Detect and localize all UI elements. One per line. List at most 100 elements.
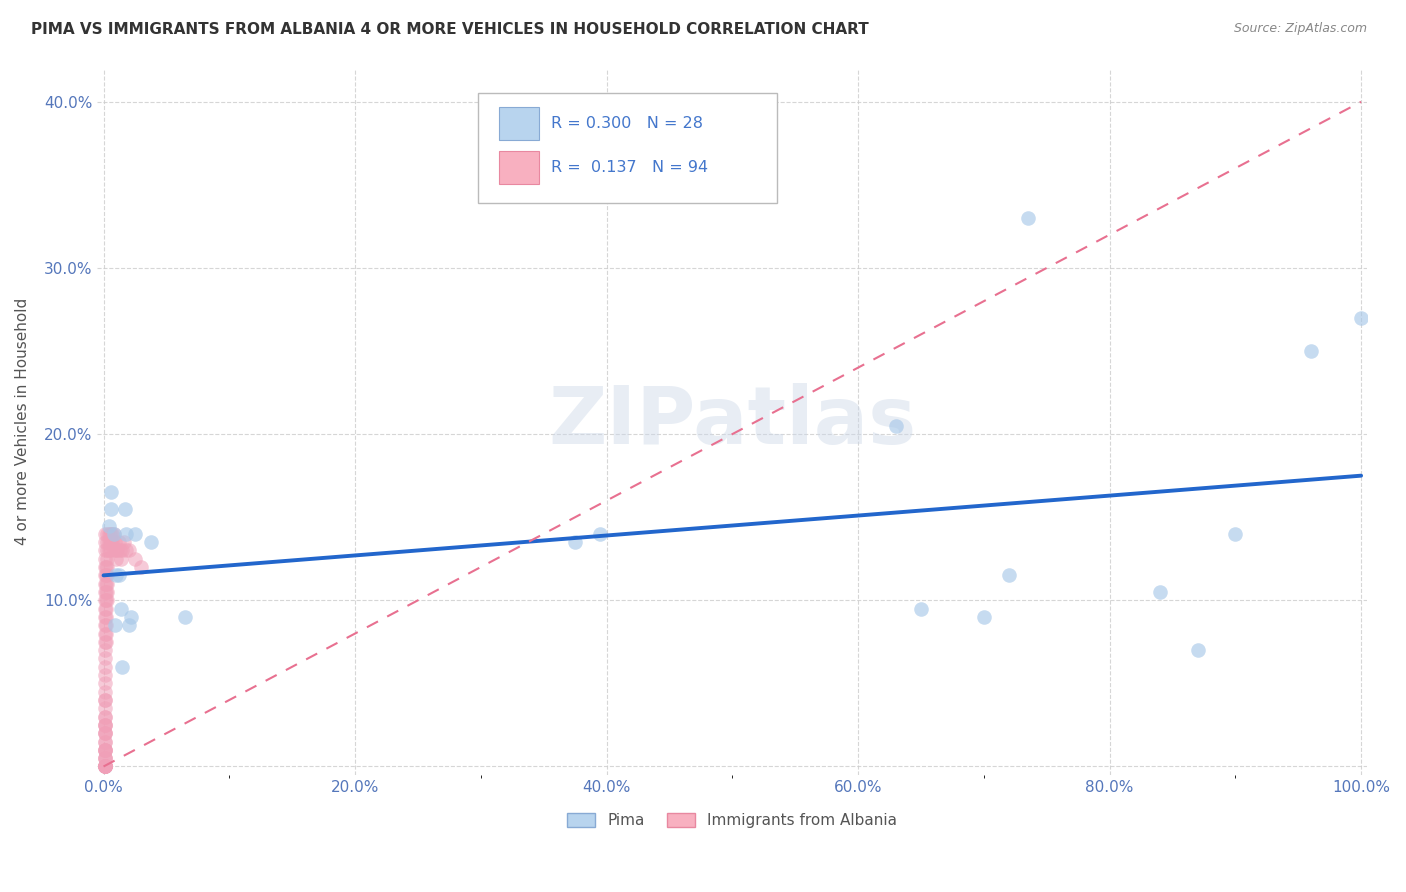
Point xyxy=(100,485,122,500)
FancyBboxPatch shape xyxy=(499,107,540,140)
Point xyxy=(94,709,117,723)
Point xyxy=(94,576,117,591)
Point xyxy=(94,676,117,690)
Point xyxy=(94,726,117,740)
Point xyxy=(101,526,124,541)
Point xyxy=(94,593,117,607)
Point xyxy=(114,502,136,516)
Point xyxy=(94,751,117,765)
Point xyxy=(96,551,118,566)
Point xyxy=(124,551,146,566)
Point xyxy=(118,618,141,632)
Point xyxy=(1149,585,1171,599)
Text: ZIPatlas: ZIPatlas xyxy=(548,383,917,460)
Point xyxy=(97,518,120,533)
Point xyxy=(120,610,142,624)
Point xyxy=(96,543,118,558)
Point xyxy=(97,535,120,549)
Point xyxy=(96,526,118,541)
Point xyxy=(108,543,131,558)
Point xyxy=(94,701,117,715)
Point xyxy=(1299,344,1322,359)
Point xyxy=(94,751,117,765)
Text: R = 0.300   N = 28: R = 0.300 N = 28 xyxy=(551,116,703,131)
Point xyxy=(94,726,117,740)
Point xyxy=(94,743,117,757)
Text: Source: ZipAtlas.com: Source: ZipAtlas.com xyxy=(1233,22,1367,36)
Point xyxy=(1187,643,1209,657)
Point xyxy=(110,601,132,615)
Point xyxy=(94,585,117,599)
Point xyxy=(94,601,117,615)
Point xyxy=(94,693,117,707)
Point xyxy=(94,759,117,773)
Point xyxy=(94,626,117,640)
Point xyxy=(94,759,117,773)
Point xyxy=(94,660,117,674)
Point xyxy=(96,560,118,574)
Point xyxy=(103,543,125,558)
Point xyxy=(94,693,117,707)
Point xyxy=(94,635,117,649)
Point xyxy=(94,759,117,773)
Point xyxy=(94,585,117,599)
Point xyxy=(94,734,117,748)
FancyBboxPatch shape xyxy=(478,94,776,202)
Point xyxy=(112,535,135,549)
Point xyxy=(96,576,118,591)
Point xyxy=(100,526,122,541)
Point xyxy=(94,759,117,773)
Point xyxy=(101,535,124,549)
Point xyxy=(94,743,117,757)
Point xyxy=(94,610,117,624)
Point xyxy=(115,543,138,558)
Text: PIMA VS IMMIGRANTS FROM ALBANIA 4 OR MORE VEHICLES IN HOUSEHOLD CORRELATION CHAR: PIMA VS IMMIGRANTS FROM ALBANIA 4 OR MOR… xyxy=(31,22,869,37)
Point xyxy=(94,709,117,723)
Point xyxy=(111,543,134,558)
Point xyxy=(96,535,118,549)
Point xyxy=(94,718,117,732)
Point xyxy=(98,535,121,549)
Point xyxy=(174,610,197,624)
Point xyxy=(94,734,117,748)
Point xyxy=(124,526,146,541)
Point xyxy=(105,543,128,558)
Point xyxy=(94,718,117,732)
Point xyxy=(998,568,1021,582)
Text: R =  0.137   N = 94: R = 0.137 N = 94 xyxy=(551,160,707,175)
Point xyxy=(94,759,117,773)
Point xyxy=(94,610,117,624)
Point xyxy=(98,526,121,541)
Point xyxy=(100,535,122,549)
Point xyxy=(94,535,117,549)
Point xyxy=(94,560,117,574)
Point xyxy=(94,551,117,566)
Point xyxy=(94,593,117,607)
Point xyxy=(104,618,127,632)
Point xyxy=(94,576,117,591)
Point xyxy=(94,626,117,640)
Point xyxy=(94,560,117,574)
Point xyxy=(884,418,907,433)
Point xyxy=(115,526,138,541)
FancyBboxPatch shape xyxy=(499,151,540,184)
Point xyxy=(94,726,117,740)
Point xyxy=(94,743,117,757)
Point xyxy=(589,526,612,541)
Y-axis label: 4 or more Vehicles in Household: 4 or more Vehicles in Household xyxy=(15,298,30,545)
Point xyxy=(107,535,129,549)
Point xyxy=(107,568,129,582)
Point xyxy=(94,759,117,773)
Point xyxy=(94,618,117,632)
Point xyxy=(94,568,117,582)
Legend: Pima, Immigrants from Albania: Pima, Immigrants from Albania xyxy=(561,807,903,834)
Point xyxy=(94,643,117,657)
Point xyxy=(96,585,118,599)
Point xyxy=(94,759,117,773)
Point xyxy=(103,526,125,541)
Point xyxy=(103,526,125,541)
Point xyxy=(105,543,128,558)
Point xyxy=(94,718,117,732)
Point xyxy=(129,560,152,574)
Point xyxy=(110,551,132,566)
